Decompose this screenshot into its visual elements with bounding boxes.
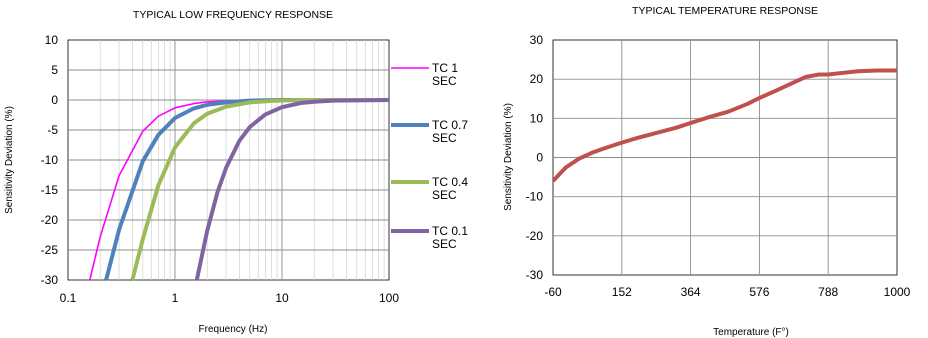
chart-title: TYPICAL TEMPERATURE RESPONSE [632, 5, 818, 17]
temperature-chart: TYPICAL TEMPERATURE RESPONSE Sensitivity… [503, 5, 911, 338]
x-tick-labels: 0.1 1 10 100 [60, 291, 400, 305]
y-tick-label: -30 [41, 273, 59, 287]
series-line [130, 98, 389, 281]
legend-label: TC 0.7 [432, 118, 468, 132]
legend-label: TC 0.1 [432, 224, 468, 238]
series-lines [551, 68, 897, 183]
x-tick-label: 1 [172, 291, 179, 305]
y-tick-label: 0 [51, 93, 58, 107]
chart-title: TYPICAL LOW FREQUENCY RESPONSE [133, 9, 333, 21]
legend-label: SEC [432, 74, 457, 88]
legend-label: SEC [432, 237, 457, 251]
x-axis-label: Temperature (F°) [713, 327, 789, 338]
x-tick-label: 1000 [884, 285, 911, 299]
x-tick-label: 364 [681, 285, 701, 299]
y-tick-labels: 30 20 10 0 -10 -20 -30 [526, 33, 544, 282]
y-tick-label: -30 [526, 268, 544, 282]
gridlines [553, 40, 897, 275]
legend-label: SEC [432, 131, 457, 145]
x-tick-labels: -60 152 364 576 788 1000 [544, 285, 910, 299]
y-tick-label: 10 [45, 33, 59, 47]
y-tick-label: -10 [41, 153, 59, 167]
x-tick-label: -60 [544, 285, 562, 299]
series-line [551, 68, 897, 183]
y-tick-label: 10 [530, 111, 544, 125]
y-tick-label: -25 [41, 243, 59, 257]
y-tick-label: 20 [530, 72, 544, 86]
x-tick-label: 152 [612, 285, 632, 299]
y-tick-label: 30 [530, 33, 544, 47]
y-tick-label: -10 [526, 190, 544, 204]
x-tick-label: 788 [818, 285, 838, 299]
legend-label: TC 1 [432, 61, 458, 75]
y-tick-label: -5 [47, 123, 58, 137]
series-line [194, 98, 390, 281]
x-tick-label: 576 [749, 285, 769, 299]
legend-label: SEC [432, 188, 457, 202]
y-tick-label: -20 [526, 229, 544, 243]
legend-label: TC 0.4 [432, 175, 468, 189]
x-axis-label: Frequency (Hz) [199, 324, 268, 335]
y-tick-label: 5 [51, 63, 58, 77]
series-lines [89, 98, 390, 281]
x-tick-label: 0.1 [60, 291, 77, 305]
y-tick-label: -15 [41, 183, 59, 197]
x-tick-label: 10 [275, 291, 289, 305]
y-tick-label: -20 [41, 213, 59, 227]
x-tick-label: 100 [379, 291, 399, 305]
low-frequency-chart: TYPICAL LOW FREQUENCY RESPONSE Sensitivi… [4, 9, 468, 335]
y-tick-label: 0 [536, 151, 543, 165]
y-axis-label: Sensitivity Deviation (%) [4, 106, 15, 214]
y-tick-labels: 10 5 0 -5 -10 -15 -20 -25 -30 [41, 33, 59, 287]
y-axis-label: Sensitivity Deviation (%) [503, 103, 514, 211]
